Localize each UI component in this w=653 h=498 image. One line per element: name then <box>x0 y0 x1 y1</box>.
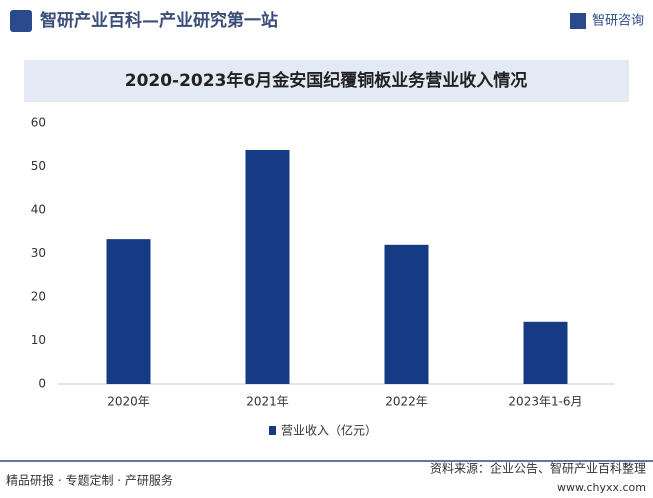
chart-title: 2020-2023年6月金安国纪覆铜板业务营业收入情况 <box>125 70 528 91</box>
bar <box>245 149 290 384</box>
bar <box>106 239 151 384</box>
title-band <box>24 60 629 102</box>
footer-url: www.chyxx.com <box>557 481 646 494</box>
legend-swatch <box>269 426 276 435</box>
logo: 智研咨询 <box>592 14 644 29</box>
y-tick-label: 40 <box>31 203 46 217</box>
bar <box>523 321 568 384</box>
logo-icon <box>570 13 586 29</box>
site-icon <box>10 10 32 32</box>
x-tick-label: 2022年 <box>385 395 428 409</box>
y-tick-label: 60 <box>31 116 46 130</box>
y-tick-label: 30 <box>31 246 46 260</box>
y-tick-label: 50 <box>31 159 46 173</box>
x-tick-label: 2021年 <box>246 395 289 409</box>
y-tick-label: 0 <box>38 377 46 391</box>
y-tick-label: 20 <box>31 290 46 304</box>
site-title: 智研产业百科—产业研究第一站 <box>40 10 278 31</box>
x-tick-label: 2023年1-6月 <box>508 395 582 409</box>
legend-label: 营业收入（亿元） <box>281 423 377 438</box>
x-tick-label: 2020年 <box>107 395 150 409</box>
y-tick-label: 10 <box>31 333 46 347</box>
plot: 0 10 20 30 40 50 60 2020年 2021年 2022年 2023年1-6月营业收… <box>31 116 615 438</box>
footer-services: 精品研报 · 专题定制 · 产研服务 <box>6 473 173 488</box>
footer-source: 资料来源：企业公告、智研产业百科整理 <box>430 461 646 476</box>
bar <box>384 244 429 384</box>
